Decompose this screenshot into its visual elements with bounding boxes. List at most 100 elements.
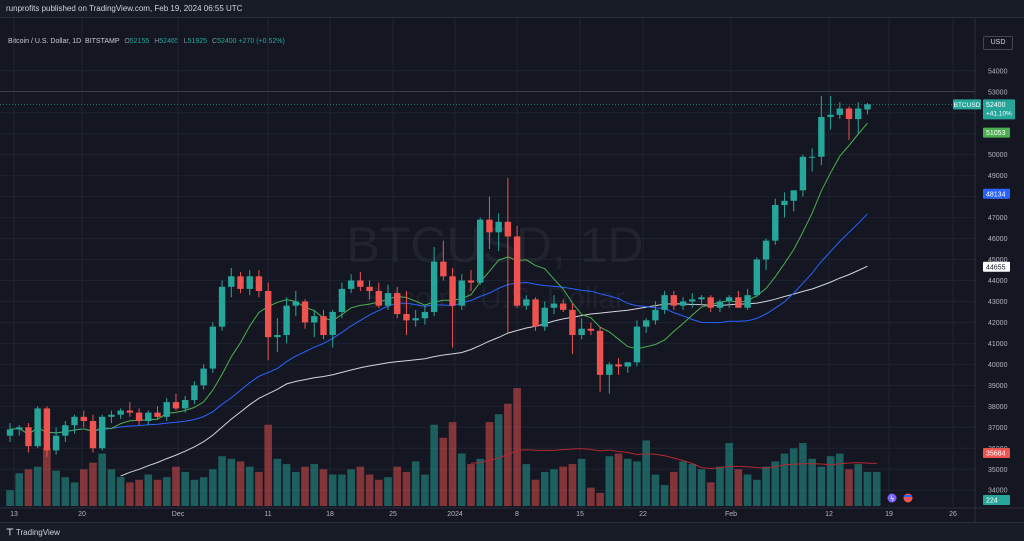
candle-body (504, 221, 512, 237)
volume-bar (753, 479, 761, 506)
volume-bar (642, 440, 650, 506)
candle-body (34, 408, 41, 447)
price-label-value: 52400 (986, 102, 1006, 109)
volume-bar (273, 458, 282, 506)
candle-body (80, 416, 87, 422)
volume-bar (623, 458, 632, 506)
candle-body (698, 297, 705, 300)
flash-icon[interactable] (886, 492, 898, 504)
candle-body (781, 200, 788, 205)
volume-bar (199, 477, 208, 506)
volume-bar (227, 458, 236, 506)
volume-bar (310, 464, 319, 506)
volume-bar (181, 471, 189, 506)
candle-body (99, 416, 106, 449)
price-label-value: 35684 (986, 451, 1006, 458)
volume-bar (236, 461, 245, 506)
x-tick-label: 18 (326, 511, 334, 518)
volume-bar (402, 471, 411, 506)
volume-bar (43, 448, 51, 506)
volume-bar (743, 474, 752, 506)
volume-bar (52, 470, 60, 506)
volume-bar (799, 443, 807, 506)
volume-bar (734, 469, 743, 506)
volume-bar (559, 466, 567, 506)
symbol-legend: Bitcoin / U.S. Dollar, 1D, BITSTAMP O521… (8, 38, 285, 45)
volume-bar (845, 469, 853, 506)
candle-body (366, 286, 373, 291)
volume-bar (301, 466, 309, 506)
candle-body (725, 297, 733, 302)
candle-body (550, 303, 558, 308)
volume-bar (107, 469, 116, 506)
candle-body (541, 307, 548, 327)
candle-body (808, 156, 816, 158)
candlesticks (0, 91, 975, 457)
volume-bar (605, 456, 614, 506)
x-tick-label: 19 (885, 511, 893, 518)
candle-body (652, 309, 659, 321)
volume-bar (633, 461, 641, 506)
y-tick-label: 38000 (988, 404, 1008, 411)
candle-body (836, 108, 843, 115)
price-label-value: 51053 (986, 130, 1006, 137)
candle-body (89, 421, 97, 449)
volume-bar (61, 477, 70, 506)
volume-bar (762, 466, 770, 506)
candle-body (864, 104, 871, 110)
volume-bar (411, 461, 420, 506)
candle-body (596, 330, 604, 375)
y-tick-label: 41000 (988, 341, 1008, 348)
candle-body (255, 276, 263, 291)
volume-bar (15, 473, 24, 506)
volume-bar (725, 443, 733, 506)
candle-body (163, 402, 170, 417)
low-value: 51925 (187, 38, 208, 45)
low-label: L (183, 38, 188, 45)
volume-bar (116, 477, 125, 506)
y-tick-label: 47000 (988, 215, 1008, 222)
footer-bar: ⊤ TradingView (0, 522, 1024, 541)
volume-bar (467, 464, 475, 506)
volume-bar (328, 474, 337, 506)
candle-body (744, 295, 751, 308)
candle-body (606, 364, 613, 375)
candle-body (292, 301, 300, 306)
volume-bar (771, 461, 780, 506)
volume-bar (448, 422, 457, 506)
volume-bar (587, 487, 595, 506)
time-axis: 13 20 Dec 11 18 25 2024 8 15 22 Feb 12 19 26 (0, 507, 1024, 518)
flag-icon[interactable] (902, 492, 914, 504)
volume-bar (817, 466, 826, 506)
volume-ma-line (470, 448, 877, 470)
volume-bar (24, 469, 33, 506)
x-tick-label: 12 (825, 511, 833, 518)
volume-bar (568, 464, 577, 506)
candle-body (274, 335, 281, 338)
open-label: O (124, 38, 130, 45)
candle-body (347, 280, 355, 289)
candle-body (689, 299, 696, 302)
candle-body (412, 318, 419, 321)
volume-bar (670, 471, 678, 506)
volume-bar (706, 482, 715, 506)
candle-body (62, 425, 69, 436)
x-tick-label: 2024 (447, 511, 463, 518)
candle-body (716, 301, 724, 308)
candle-body (827, 114, 834, 117)
candle-body (477, 219, 484, 283)
candle-body (264, 290, 272, 338)
grid-lines (0, 18, 975, 507)
x-tick-label: 11 (264, 511, 271, 518)
candle-body (191, 385, 198, 401)
tradingview-logo-icon[interactable]: ⊤ TradingView (6, 527, 60, 537)
candle-body (200, 368, 207, 386)
volume-bar (688, 464, 697, 506)
volume-bar (836, 453, 844, 506)
volume-bar (319, 469, 328, 506)
x-tick-label: 15 (576, 511, 584, 518)
volume-bar (218, 456, 226, 506)
candle-body (845, 108, 853, 120)
currency-button[interactable]: USD (983, 36, 1013, 50)
